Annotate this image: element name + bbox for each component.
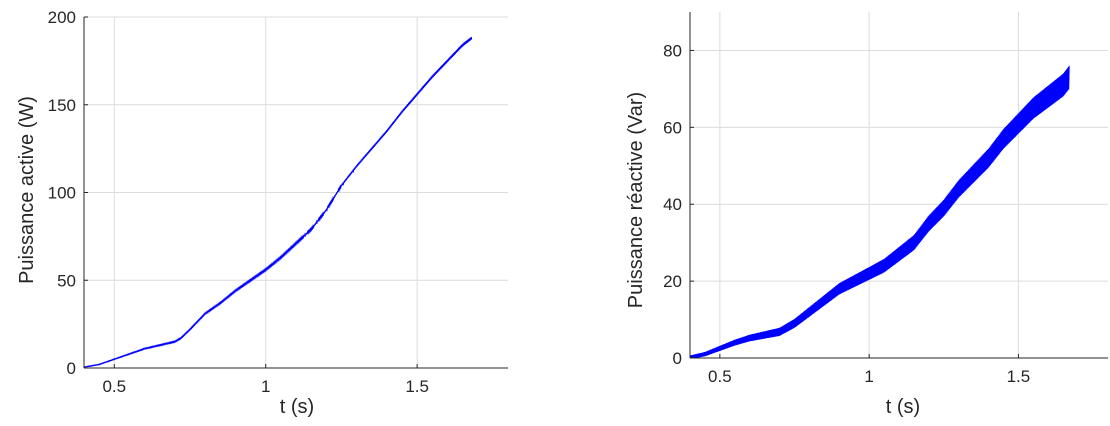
y-tick-label: 50 <box>57 271 76 290</box>
chart-reactive-power-ylabel: Puissance réactive (Var) <box>625 92 647 308</box>
chart-active-power-xlabel: t (s) <box>280 396 314 418</box>
y-tick-label: 200 <box>48 8 76 27</box>
x-tick-label: 1.5 <box>405 377 429 396</box>
chart-reactive-power-xticks: 0.5 1 1.5 <box>708 354 1030 386</box>
y-tick-label: 100 <box>48 184 76 203</box>
chart-reactive-power-xlabel: t (s) <box>886 396 920 418</box>
chart-reactive-power: 0.5 1 1.5 0 20 40 60 80 t (s) Puissance réacti… <box>625 12 1108 418</box>
chart-active-power-grid <box>84 16 508 369</box>
y-tick-label: 0 <box>673 349 682 368</box>
series-line <box>689 65 1070 359</box>
chart-active-power-series <box>83 36 473 369</box>
x-tick-label: 1.5 <box>1007 367 1031 386</box>
chart-reactive-power-axes <box>689 12 1108 359</box>
chart-reactive-power-yticks: 0 20 40 60 80 <box>663 41 694 368</box>
y-tick-label: 40 <box>663 195 682 214</box>
y-tick-label: 0 <box>67 359 76 378</box>
x-tick-label: 1 <box>864 367 873 386</box>
chart-reactive-power-grid <box>690 12 1108 359</box>
chart-active-power-xticks: 0.5 1 1.5 <box>102 364 429 396</box>
y-tick-label: 20 <box>663 272 682 291</box>
x-tick-label: 0.5 <box>708 367 732 386</box>
y-tick-label: 80 <box>663 41 682 60</box>
y-tick-label: 60 <box>663 118 682 137</box>
chart-reactive-power-series <box>689 65 1070 359</box>
series-line <box>83 36 473 369</box>
x-tick-label: 0.5 <box>102 377 126 396</box>
chart-active-power-yticks: 0 50 100 150 200 <box>48 8 88 378</box>
chart-active-power: 0.5 1 1.5 0 50 100 150 200 t (s) Puissance act… <box>16 8 508 418</box>
chart-active-power-ylabel: Puissance active (W) <box>16 96 38 284</box>
x-tick-label: 1 <box>261 377 270 396</box>
y-tick-label: 150 <box>48 96 76 115</box>
